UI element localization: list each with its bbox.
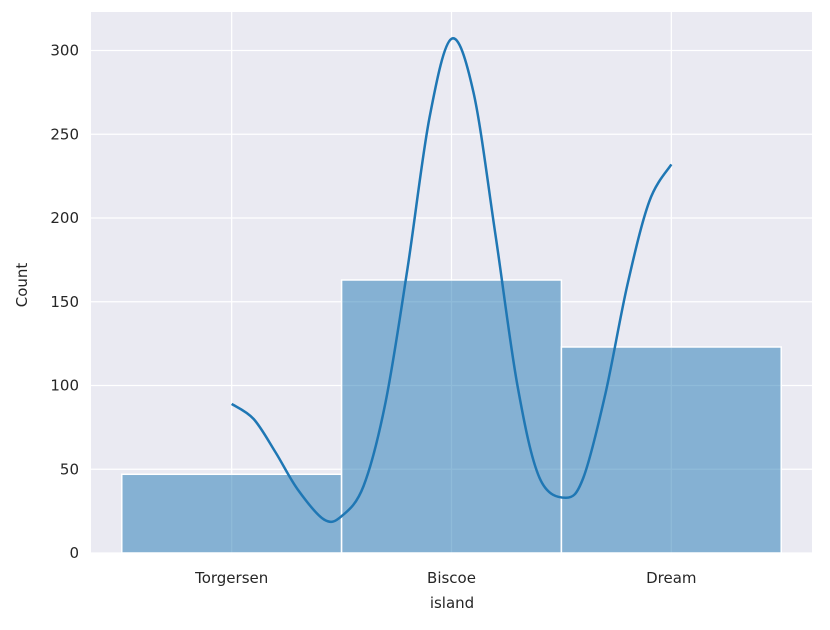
kde-line xyxy=(230,37,673,524)
bar xyxy=(121,473,343,554)
x-tick-label: Torgersen xyxy=(194,569,268,587)
y-tick-label: 150 xyxy=(50,293,79,311)
y-tick-label: 0 xyxy=(69,544,79,562)
y-tick-label: 300 xyxy=(50,42,79,60)
y-axis-label: Count xyxy=(13,263,31,308)
x-axis-label: island xyxy=(430,594,474,612)
y-tick-label: 100 xyxy=(50,377,79,395)
bar xyxy=(340,279,563,554)
y-tick-label: 250 xyxy=(50,125,79,143)
x-tick-label: Dream xyxy=(646,569,696,587)
x-tick-label: Biscoe xyxy=(427,569,476,587)
y-tick-label: 50 xyxy=(60,460,79,478)
y-tick-label: 200 xyxy=(50,209,79,227)
bar xyxy=(560,346,782,554)
